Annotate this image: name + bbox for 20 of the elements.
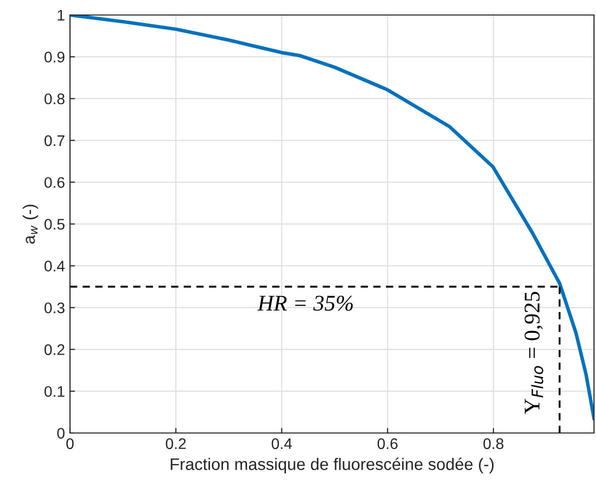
x-tick-label: 0.8	[483, 438, 504, 450]
x-tick-label: 0.2	[166, 438, 186, 450]
annotation: Y$_{Fluo}$ = 0,925	[524, 292, 544, 414]
annotation: HR = 35%	[257, 296, 353, 311]
y-tick-label: 0.1	[44, 386, 64, 397]
y-tick-label: 0.2	[44, 344, 64, 356]
x-tick-label: 0	[66, 438, 74, 450]
y-tick-label: 0.4	[44, 260, 65, 272]
y-axis-title: a$_{w}$ (-)	[22, 204, 38, 244]
y-tick-label: 0	[57, 428, 65, 439]
x-tick-label: 0.4	[272, 438, 292, 450]
x-axis-title: Fraction massique de fluorescéine sodée (-)	[170, 458, 494, 474]
x-tick-label: 0.6	[378, 438, 398, 450]
y-tick-label: 0.8	[44, 93, 64, 104]
y-tick-label: 1	[58, 10, 64, 21]
y-tick-label: 0.3	[44, 302, 64, 314]
y-tick-label: 0.9	[44, 52, 64, 62]
y-tick-label: 0.5	[44, 218, 64, 230]
y-tick-label: 0.7	[44, 135, 64, 146]
y-tick-label: 0.6	[44, 177, 64, 188]
